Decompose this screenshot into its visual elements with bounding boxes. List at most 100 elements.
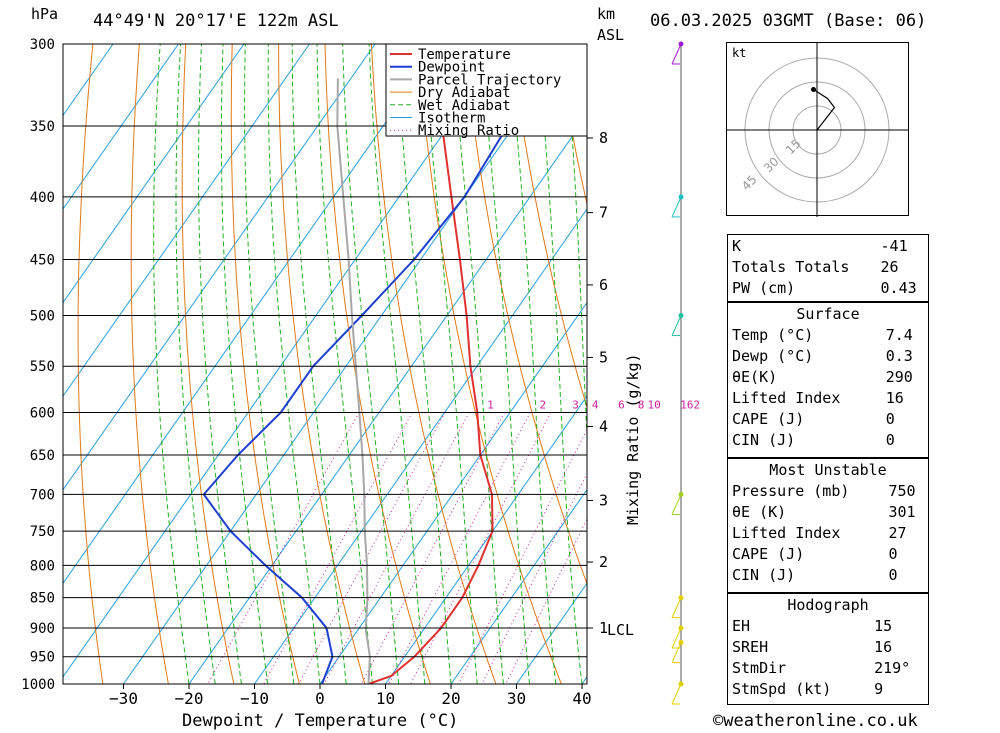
lcl-label: LCL [607,621,634,639]
legend-entry: Parcel Trajectory [418,72,561,88]
mu-theta-label: θE (K) [732,503,787,521]
asl-unit-label: ASL [597,26,625,44]
isotherm [63,44,441,585]
surface-cape-value: 0 [885,410,895,428]
hodograph-start [811,87,816,92]
location-title: 44°49'N 20°17'E 122m ASL [93,11,339,31]
wet-adiabat [368,44,426,684]
pressure-tick-label: 400 [30,190,55,206]
surface-cin-label: CIN (J) [732,431,796,449]
km-tick-label: 6 [599,276,608,294]
mu-pressure-value: 750 [888,482,916,500]
surface-box: Surface Temp (°C) 7.4 Dewp (°C) 0.3 θE(K) 2… [727,302,929,458]
pressure-tick-label: 300 [30,37,55,53]
wet-adiabat [198,44,242,684]
mixing-ratio-label: 10 [648,398,661,411]
pw-value: 0.43 [880,279,917,297]
isotherm [385,395,587,684]
tt-label: Totals Totals [732,258,850,276]
mixing-ratio-label: 1 [487,398,494,411]
legend-box [385,43,588,137]
pressure-tick-label: 800 [30,558,55,574]
isotherm [63,44,114,117]
wet-adiabat [452,44,504,684]
hodograph-trace [813,88,836,131]
surface-li-label: Lifted Index [732,389,841,407]
dry-adiabat [604,44,701,684]
km-tick-label: 5 [599,348,608,366]
stmspd-label: StmSpd (kt) [732,680,832,698]
x-tick-label: 30 [507,689,526,708]
pressure-tick-label: 850 [30,591,55,607]
legend-entry: Dry Adiabat [418,85,511,101]
dry-adiabat [130,44,169,684]
km-tick-label: 8 [599,129,608,147]
mixing-ratio-label: 3 [572,398,579,411]
surface-cape-label: CAPE (J) [732,410,805,428]
wind-barb [671,494,682,515]
km-unit-label: km [597,5,616,23]
isobars [63,43,593,689]
km-tick-label: 4 [599,417,608,435]
isotherm [63,44,179,210]
mixing-ratio-label: 2 [540,398,547,411]
credit-link[interactable]: ©weatheronline.co.uk [713,711,918,731]
pressure-tick-label: 1000 [21,677,55,693]
wet-adiabat [342,44,400,684]
isotherm [63,44,507,678]
k-value: -41 [880,237,908,255]
datetime-title: 06.03.2025 03GMT (Base: 06) [650,11,927,31]
x-tick-label: −10 [240,689,269,708]
wet-adiabat [316,44,373,684]
x-axis-label: Dewpoint / Temperature (°C) [182,711,459,731]
mu-cape-value: 0 [888,545,898,563]
mixing-ratio-label: 8 [638,398,645,411]
wet-adiabat [395,44,452,684]
mixing-ratio-label: 16 [680,398,693,411]
wind-barb [671,315,682,336]
surface-title: Surface [796,305,860,323]
wet-adiabat [175,44,216,684]
mu-theta-value: 301 [888,503,916,521]
chart-labels: 3003504004505005506006507007508008509009… [21,37,700,708]
wet-adiabat [220,44,269,684]
wind-barb [671,43,682,65]
legend-entry: Isotherm [418,111,485,127]
hodograph-table-box: Hodograph EH 15 SREH 16 StmDir 219° StmSpd … [727,593,929,705]
pressure-tick-label: 600 [30,405,55,421]
dry-adiabat [77,44,104,684]
mu-cin-value: 0 [888,566,898,584]
pressure-tick-label: 700 [30,487,55,503]
wet-adiabat [509,44,557,684]
pressure-tick-label: 950 [30,650,55,666]
isotherm [319,301,587,684]
mu-title: Most Unstable [769,461,887,479]
x-tick-label: 40 [572,689,591,708]
most-unstable-box: Most Unstable Pressure (mb) 750 θE (K) 301… [727,458,929,593]
wet-adiabat [153,44,190,684]
isotherm [63,44,245,304]
mu-pressure-label: Pressure (mb) [732,482,850,500]
mixing-ratio-line [207,412,360,684]
dry-adiabat [696,44,700,684]
skewt-chart: 3003504004505005506006507007508008509009… [21,37,701,708]
x-tick-label: 10 [376,689,395,708]
hpa-unit-label: hPa [31,5,59,23]
hodo-table-title: Hodograph [787,596,869,614]
wind-barbs [671,41,684,705]
surface-dewp-label: Dewp (°C) [732,347,814,365]
mixing-ratio-label: 20 [693,398,700,411]
x-tick-label: 0 [315,689,325,708]
x-tick-label: 20 [441,689,460,708]
mixing-ratio-label: 4 [592,398,599,411]
isotherm [254,208,587,684]
temperature-line [368,44,494,684]
pressure-tick-label: 500 [30,309,55,325]
km-tick-label: 7 [599,204,608,222]
wet-adiabat [244,44,295,684]
pw-label: PW (cm) [732,279,796,297]
legend-entry: Dewpoint [418,60,485,76]
parcel-trajectory-line [336,78,371,684]
stmspd-value: 9 [874,680,884,698]
